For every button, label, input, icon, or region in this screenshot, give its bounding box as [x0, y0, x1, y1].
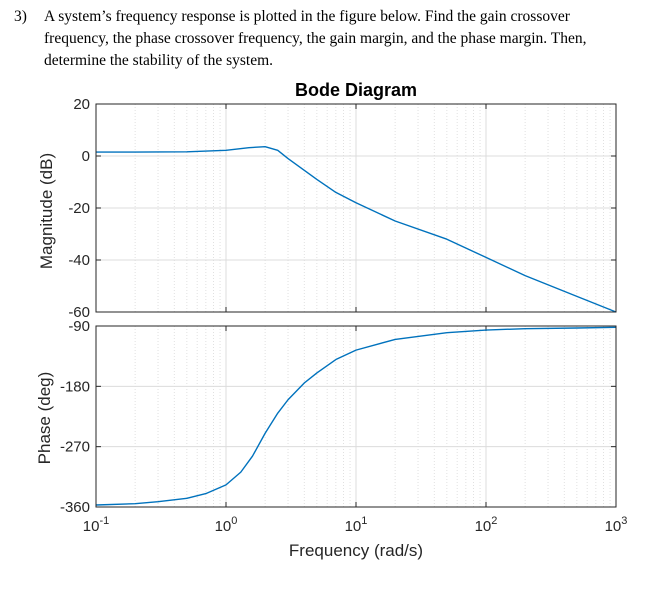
chart-title: Bode Diagram [295, 80, 417, 100]
x-tick-label: 100 [215, 515, 238, 535]
phase-panel: -90 -180 -270 -360 [60, 318, 617, 516]
phase-y-tick-label: -360 [60, 499, 90, 516]
magnitude-y-tick-label: -60 [68, 304, 90, 321]
question-text: A system’s frequency response is plotted… [44, 8, 587, 69]
phase-axis-label: Phase (deg) [35, 372, 54, 465]
x-tick-label: 102 [475, 515, 498, 535]
magnitude-curve [96, 145, 617, 313]
phase-y-tick-label: -90 [68, 318, 90, 335]
x-axis: 10-1 100 101 102 103 [83, 515, 628, 535]
magnitude-axis-label: Magnitude (dB) [37, 153, 56, 269]
magnitude-y-tick-label: 20 [73, 96, 90, 113]
magnitude-frame [95, 103, 617, 313]
phase-curve [95, 326, 617, 506]
x-axis-label: Frequency (rad/s) [289, 541, 423, 560]
x-tick-label: 10-1 [83, 515, 109, 535]
magnitude-y-tick-label: -20 [68, 200, 90, 217]
phase-y-tick-label: -270 [60, 439, 90, 456]
magnitude-y-tick-label: -40 [68, 252, 90, 269]
magnitude-y-tick-label: 0 [82, 148, 90, 165]
question-number: 3) [14, 8, 27, 25]
x-tick-label: 101 [345, 515, 368, 535]
magnitude-panel: 20 0 -20 -40 -60 [68, 96, 617, 321]
phase-y-tick-label: -180 [60, 378, 90, 395]
phase-frame [95, 325, 617, 508]
x-tick-label: 103 [605, 515, 628, 535]
